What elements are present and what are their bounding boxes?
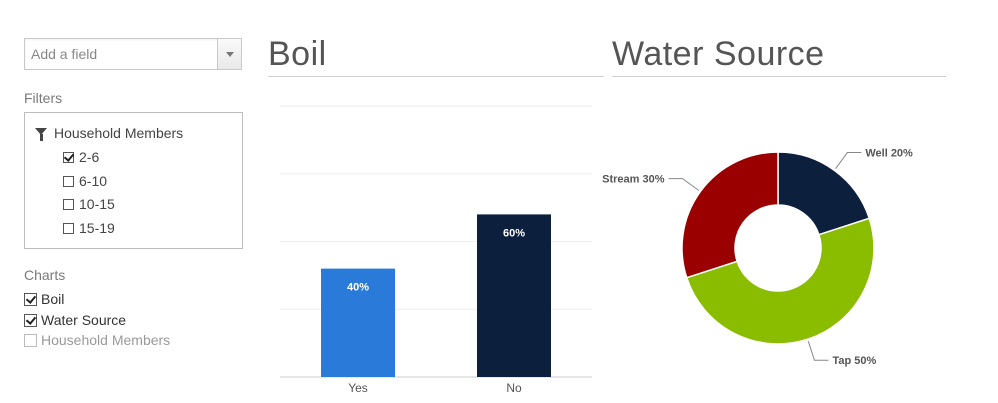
filter-checkbox-2-6[interactable] [63, 151, 74, 163]
filters-panel: Household Members 2-6 6-10 10-15 15-19 [24, 112, 243, 249]
slice-label-stream: Stream 30% [602, 174, 665, 186]
filter-option-6-10[interactable]: 6-10 [63, 173, 107, 189]
chart-checkbox-water-source[interactable] [24, 313, 37, 327]
filter-option-15-19[interactable]: 15-19 [63, 220, 115, 236]
charts-title: Charts [24, 267, 66, 283]
chart-checkbox-boil[interactable] [24, 292, 37, 306]
add-field-select[interactable]: Add a field [24, 38, 242, 70]
x-tick-label: No [506, 381, 522, 395]
chart-checkbox-household-members[interactable] [24, 333, 37, 347]
slice-label-tap: Tap 50% [832, 355, 876, 367]
filter-option-label: 15-19 [79, 220, 115, 236]
bar-yes[interactable] [321, 268, 395, 377]
dropdown-arrow-button[interactable] [217, 39, 241, 69]
filter-checkbox-6-10[interactable] [63, 175, 74, 187]
slice-well[interactable] [777, 151, 871, 236]
x-tick-label: Yes [348, 381, 368, 395]
chart-option-boil[interactable]: Boil [24, 291, 64, 307]
slice-leader-line [668, 178, 700, 191]
filter-group-label: Household Members [54, 125, 184, 141]
chart-option-label: Water Source [41, 312, 127, 328]
filter-checkbox-15-19[interactable] [63, 222, 74, 234]
chart-option-label: Household Members [41, 332, 171, 348]
filter-option-label: 6-10 [79, 173, 108, 189]
filter-group-household-members[interactable]: Household Members [35, 125, 183, 141]
slice-leader-line [807, 341, 829, 361]
slice-stream[interactable] [681, 151, 779, 279]
boil-bar-chart: 40% Yes 60% No [280, 105, 592, 395]
filter-option-label: 10-15 [79, 196, 115, 212]
filter-option-10-15[interactable]: 10-15 [63, 196, 115, 212]
chart-option-label: Boil [41, 291, 65, 307]
chart-option-household-members[interactable]: Household Members [24, 332, 170, 348]
boil-chart-title: Boil [268, 33, 604, 77]
bar-data-label: 60% [503, 227, 525, 239]
filter-icon [35, 127, 47, 141]
slice-label-well: Well 20% [865, 148, 913, 160]
add-field-placeholder: Add a field [31, 46, 98, 62]
bar-data-label: 40% [347, 282, 369, 294]
slice-leader-line [835, 152, 862, 170]
filters-title: Filters [24, 90, 63, 106]
filter-option-label: 2-6 [79, 149, 100, 165]
water-source-chart-title: Water Source [612, 33, 946, 77]
filter-option-2-6[interactable]: 2-6 [63, 149, 99, 165]
chart-option-water-source[interactable]: Water Source [24, 312, 126, 328]
water-source-donut-chart: Well 20% Tap 50% Stream 30% [602, 148, 913, 368]
chevron-down-icon [226, 52, 234, 57]
filter-checkbox-10-15[interactable] [63, 198, 74, 210]
slice-tap[interactable] [685, 217, 875, 345]
bar-no[interactable] [477, 214, 551, 377]
